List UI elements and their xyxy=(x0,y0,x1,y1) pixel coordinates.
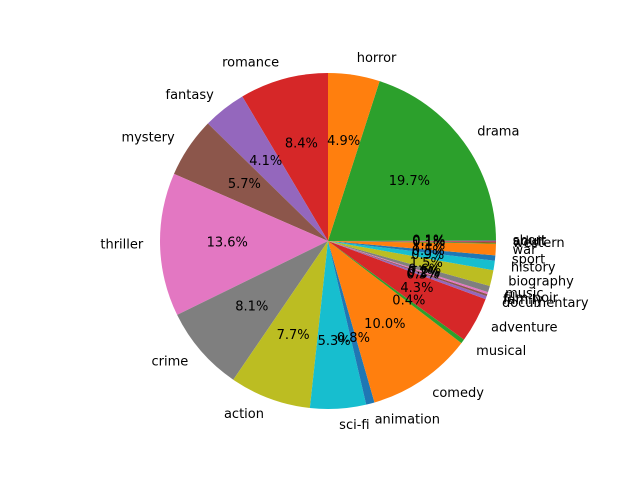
slice-label-adventure: adventure xyxy=(491,321,558,336)
slice-percent-biography: 1.5% xyxy=(410,256,443,271)
slice-label-documentary: documentary xyxy=(502,296,589,311)
slice-percent-thriller: 13.6% xyxy=(207,236,248,251)
slice-mystery xyxy=(173,123,328,241)
slice-label-thriller: thriller xyxy=(100,238,144,253)
slice-percent-musical: 0.4% xyxy=(392,294,425,309)
slice-action xyxy=(233,241,328,409)
slice-label-horror: horror xyxy=(357,51,397,66)
slice-percent-romance: 8.4% xyxy=(285,136,318,151)
slice-percent-drama: 19.7% xyxy=(389,174,430,189)
slice-label-biography: biography xyxy=(508,274,574,289)
slice-label-animation: animation xyxy=(375,412,440,427)
slice-label-western: western xyxy=(513,236,565,251)
slice-percent-documentary: 0.3% xyxy=(406,268,439,283)
slice-label-romance: romance xyxy=(222,55,279,70)
slice-music xyxy=(328,241,490,293)
slice-romance xyxy=(242,73,328,241)
slice-percent-comedy: 10.0% xyxy=(364,317,405,332)
slice-percent-adventure: 4.3% xyxy=(400,281,433,296)
slice-western xyxy=(328,241,496,244)
slice-percent-film-noir: 0.2% xyxy=(407,265,440,280)
slice-sci-fi xyxy=(309,241,367,410)
slice-label-drama: drama xyxy=(477,124,519,139)
slice-percent-adult: 0.1% xyxy=(412,234,445,249)
slice-percent-war: 1.1% xyxy=(412,239,445,254)
slice-labels: romance fantasy mystery thriller crime action… xyxy=(100,51,588,433)
slice-horror xyxy=(328,73,380,241)
slice-label-sci-fi: sci-fi xyxy=(339,418,369,433)
slice-label-crime: crime xyxy=(152,354,189,369)
slice-percent-sci-fi: 5.3% xyxy=(318,334,351,349)
slice-percent-crime: 8.1% xyxy=(235,299,268,314)
slice-crime xyxy=(177,241,328,380)
slice-thriller xyxy=(160,173,328,315)
slice-short xyxy=(328,240,497,242)
slice-adventure xyxy=(328,241,486,340)
pie-slices xyxy=(160,73,497,410)
slice-percent-horror: 4.9% xyxy=(327,134,360,149)
slice-label-short: short xyxy=(513,234,546,249)
slice-label-family: family xyxy=(503,293,543,308)
slice-label-comedy: comedy xyxy=(432,386,484,401)
slice-percent-labels: 8.4%4.1% 5.7% 13.6% 8.1% 7.7% 5.3%0.8%10.0% 0.… xyxy=(207,134,446,349)
slice-film-noir xyxy=(328,241,489,295)
slice-comedy xyxy=(328,241,462,403)
slice-fantasy xyxy=(207,96,328,241)
slice-biography xyxy=(328,241,494,286)
slice-sport xyxy=(328,241,496,261)
slice-percent-short: 0.1% xyxy=(412,234,445,249)
slice-percent-history: 0.9% xyxy=(411,248,444,263)
slice-animation xyxy=(328,241,375,405)
slice-drama xyxy=(328,81,496,241)
slice-family xyxy=(328,241,488,297)
slice-musical xyxy=(328,241,464,344)
slice-war xyxy=(328,241,496,256)
slice-percent-fantasy: 4.1% xyxy=(249,154,282,169)
slice-documentary xyxy=(328,241,487,300)
slice-label-adult: adult xyxy=(513,235,546,250)
slice-label-history: history xyxy=(511,260,556,275)
slice-label-war: war xyxy=(513,243,538,258)
slice-label-sport: sport xyxy=(512,252,545,267)
slice-label-action: action xyxy=(224,407,264,422)
slice-percent-music: 0.6% xyxy=(408,262,441,277)
slice-percent-family: 0.2% xyxy=(407,266,440,281)
slice-percent-sport: 0.5% xyxy=(412,244,445,259)
slice-label-musical: musical xyxy=(476,344,526,359)
slice-percent-animation: 0.8% xyxy=(337,331,370,346)
slice-label-music: music xyxy=(505,286,543,301)
slice-label-film-noir: film-noir xyxy=(504,291,559,306)
slice-label-mystery: mystery xyxy=(121,130,175,145)
slice-percent-western: 0.1% xyxy=(412,235,445,250)
slice-label-fantasy: fantasy xyxy=(166,88,215,103)
slice-history xyxy=(328,241,495,271)
slice-percent-action: 7.7% xyxy=(277,328,310,343)
slice-percent-mystery: 5.7% xyxy=(228,177,261,192)
